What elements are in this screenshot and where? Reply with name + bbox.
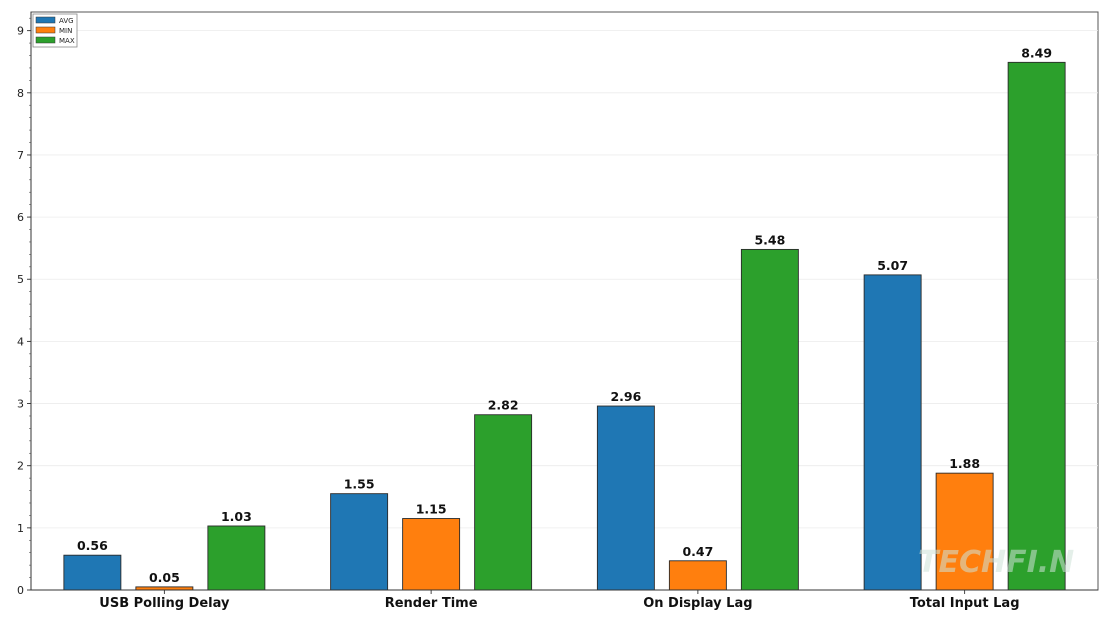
- y-tick-label: 0: [17, 584, 24, 597]
- data-label: 1.88: [949, 456, 980, 471]
- legend-label-avg: AVG: [59, 17, 74, 25]
- y-tick-label: 7: [17, 149, 24, 162]
- data-label: 8.49: [1021, 45, 1052, 60]
- y-axis: 0 1 2 3 4 5 6 7 8 9: [17, 17, 31, 597]
- x-tick-label: On Display Lag: [643, 596, 752, 611]
- y-tick-label: 3: [17, 398, 24, 411]
- data-label: 5.07: [877, 258, 908, 273]
- bar-min: [402, 518, 461, 591]
- legend-swatch-min: [35, 26, 56, 34]
- data-label: 2.96: [610, 389, 641, 404]
- data-label: 1.03: [221, 509, 252, 524]
- y-tick-label: 2: [17, 460, 24, 473]
- x-tick-label: Total Input Lag: [910, 596, 1020, 611]
- data-label: 0.47: [682, 544, 713, 559]
- bar-avg: [863, 274, 922, 591]
- data-label: 2.82: [488, 398, 519, 413]
- y-tick-label: 9: [17, 25, 24, 38]
- x-axis: USB Polling Delay Render Time On Display L…: [99, 590, 1020, 611]
- data-label: 1.15: [416, 502, 447, 517]
- legend-swatch-max: [35, 36, 56, 44]
- watermark-logo: TECHFI.N: [918, 545, 1074, 580]
- legend-swatch-avg: [35, 16, 56, 24]
- bar-max: [474, 414, 533, 591]
- y-tick-label: 4: [17, 335, 24, 348]
- bar-max: [740, 248, 799, 591]
- x-tick-label: USB Polling Delay: [99, 596, 230, 611]
- y-tick-label: 5: [17, 273, 24, 286]
- data-label: 5.48: [754, 232, 785, 247]
- y-tick-label: 1: [17, 522, 24, 535]
- bar-avg: [63, 554, 122, 591]
- value-labels: 0.56 0.05 1.03 1.55 1.15 2.82 2.96 0.47 5.48 5.07…: [77, 45, 1052, 585]
- bar-avg: [330, 493, 389, 591]
- legend-label-max: MAX: [59, 37, 75, 45]
- bar-max: [207, 525, 266, 591]
- bar-avg: [596, 405, 655, 591]
- legend: AVG MIN MAX: [32, 13, 78, 48]
- y-tick-label: 8: [17, 87, 24, 100]
- data-label: 1.55: [344, 477, 375, 492]
- legend-label-min: MIN: [59, 27, 72, 35]
- data-label: 0.56: [77, 538, 108, 553]
- bar-min: [668, 560, 727, 591]
- x-tick-label: Render Time: [385, 596, 478, 611]
- bar-max: [1007, 61, 1066, 591]
- data-label: 0.05: [149, 570, 180, 585]
- y-tick-label: 6: [17, 211, 24, 224]
